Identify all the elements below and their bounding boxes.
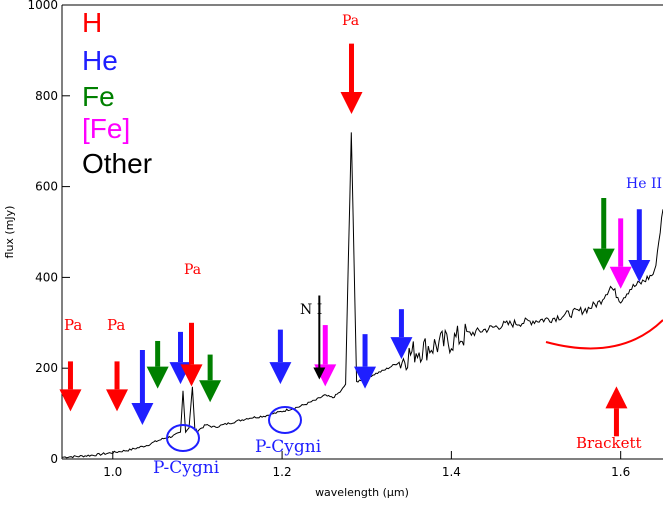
n-i-arrow <box>313 295 326 380</box>
spectrum-line <box>62 132 663 459</box>
p-cygni-circle-2 <box>268 406 302 434</box>
y-tick-label: 200 <box>35 361 58 375</box>
x-tick-label: 1.2 <box>273 465 292 479</box>
x-ticks: 1.0 1.2 1.4 1.6 <box>103 451 630 479</box>
label-brackett: Brackett <box>576 434 642 452</box>
line-marker-arrow <box>146 340 169 389</box>
arrow-head <box>59 389 82 412</box>
legend-item-he: He <box>82 45 118 76</box>
legend: H He Fe [Fe] Other <box>82 7 152 179</box>
line-marker-arrow <box>269 329 292 385</box>
p-cygni-circle-1 <box>166 424 200 452</box>
label-pa-3: Pa <box>184 262 201 278</box>
arrow-head <box>180 364 203 387</box>
arrow-head <box>354 366 377 389</box>
line-markers <box>59 43 651 437</box>
brackett-curve <box>545 319 663 350</box>
x-tick-label: 1.6 <box>611 465 630 479</box>
label-pa-4: Pa <box>342 13 359 29</box>
arrow-head <box>199 380 222 403</box>
n-i-arrow-head <box>313 367 326 380</box>
arrow-head <box>628 259 651 282</box>
label-n-i: N I <box>300 302 322 318</box>
label-p-cygni-2: P-Cygni <box>255 437 322 457</box>
arrow-head <box>106 389 129 412</box>
line-marker-arrow <box>354 334 377 389</box>
y-ticks: 0 200 400 600 800 1000 <box>27 0 70 466</box>
legend-item-fe-forbidden: [Fe] <box>82 113 130 144</box>
arrow-head <box>592 248 615 271</box>
line-marker-arrow <box>314 325 337 387</box>
x-tick-label: 1.4 <box>442 465 461 479</box>
y-tick-label: 400 <box>35 270 58 284</box>
line-marker-arrow <box>340 43 363 114</box>
line-marker-arrow <box>131 350 154 425</box>
legend-item-fe: Fe <box>82 81 115 112</box>
line-marker-arrow <box>605 386 628 437</box>
y-axis-title: flux (mJy) <box>3 206 16 259</box>
line-marker-arrow <box>199 354 222 403</box>
label-pa-1: Pa <box>64 316 82 334</box>
arrow-head <box>146 366 169 389</box>
arrow-head <box>269 362 292 385</box>
arrow-head <box>605 386 628 409</box>
arrow-head <box>390 337 413 360</box>
label-p-cygni-1: P-Cygni <box>153 458 220 478</box>
arrow-head <box>609 266 632 289</box>
legend-item-other: Other <box>82 148 152 179</box>
line-marker-arrow <box>106 361 129 412</box>
line-marker-arrow <box>59 361 82 412</box>
x-tick-label: 1.0 <box>103 465 122 479</box>
legend-item-h: H <box>82 7 102 38</box>
y-tick-label: 800 <box>35 89 58 103</box>
y-tick-label: 0 <box>50 452 58 466</box>
line-marker-arrow <box>390 309 413 360</box>
line-marker-arrow <box>609 218 632 289</box>
label-he-ii: He II <box>626 176 662 192</box>
axes: 1.0 1.2 1.4 1.6 0 200 400 600 800 1000 <box>27 0 663 479</box>
line-marker-arrow <box>628 209 651 282</box>
line-marker-arrow <box>592 197 615 271</box>
arrow-head <box>340 91 363 114</box>
label-pa-2: Pa <box>107 316 125 334</box>
arrow-head <box>131 402 154 425</box>
y-tick-label: 600 <box>35 180 58 194</box>
y-tick-label: 1000 <box>27 0 58 12</box>
line-marker-arrow <box>180 322 203 387</box>
x-axis-title: wavelength (μm) <box>315 486 409 499</box>
